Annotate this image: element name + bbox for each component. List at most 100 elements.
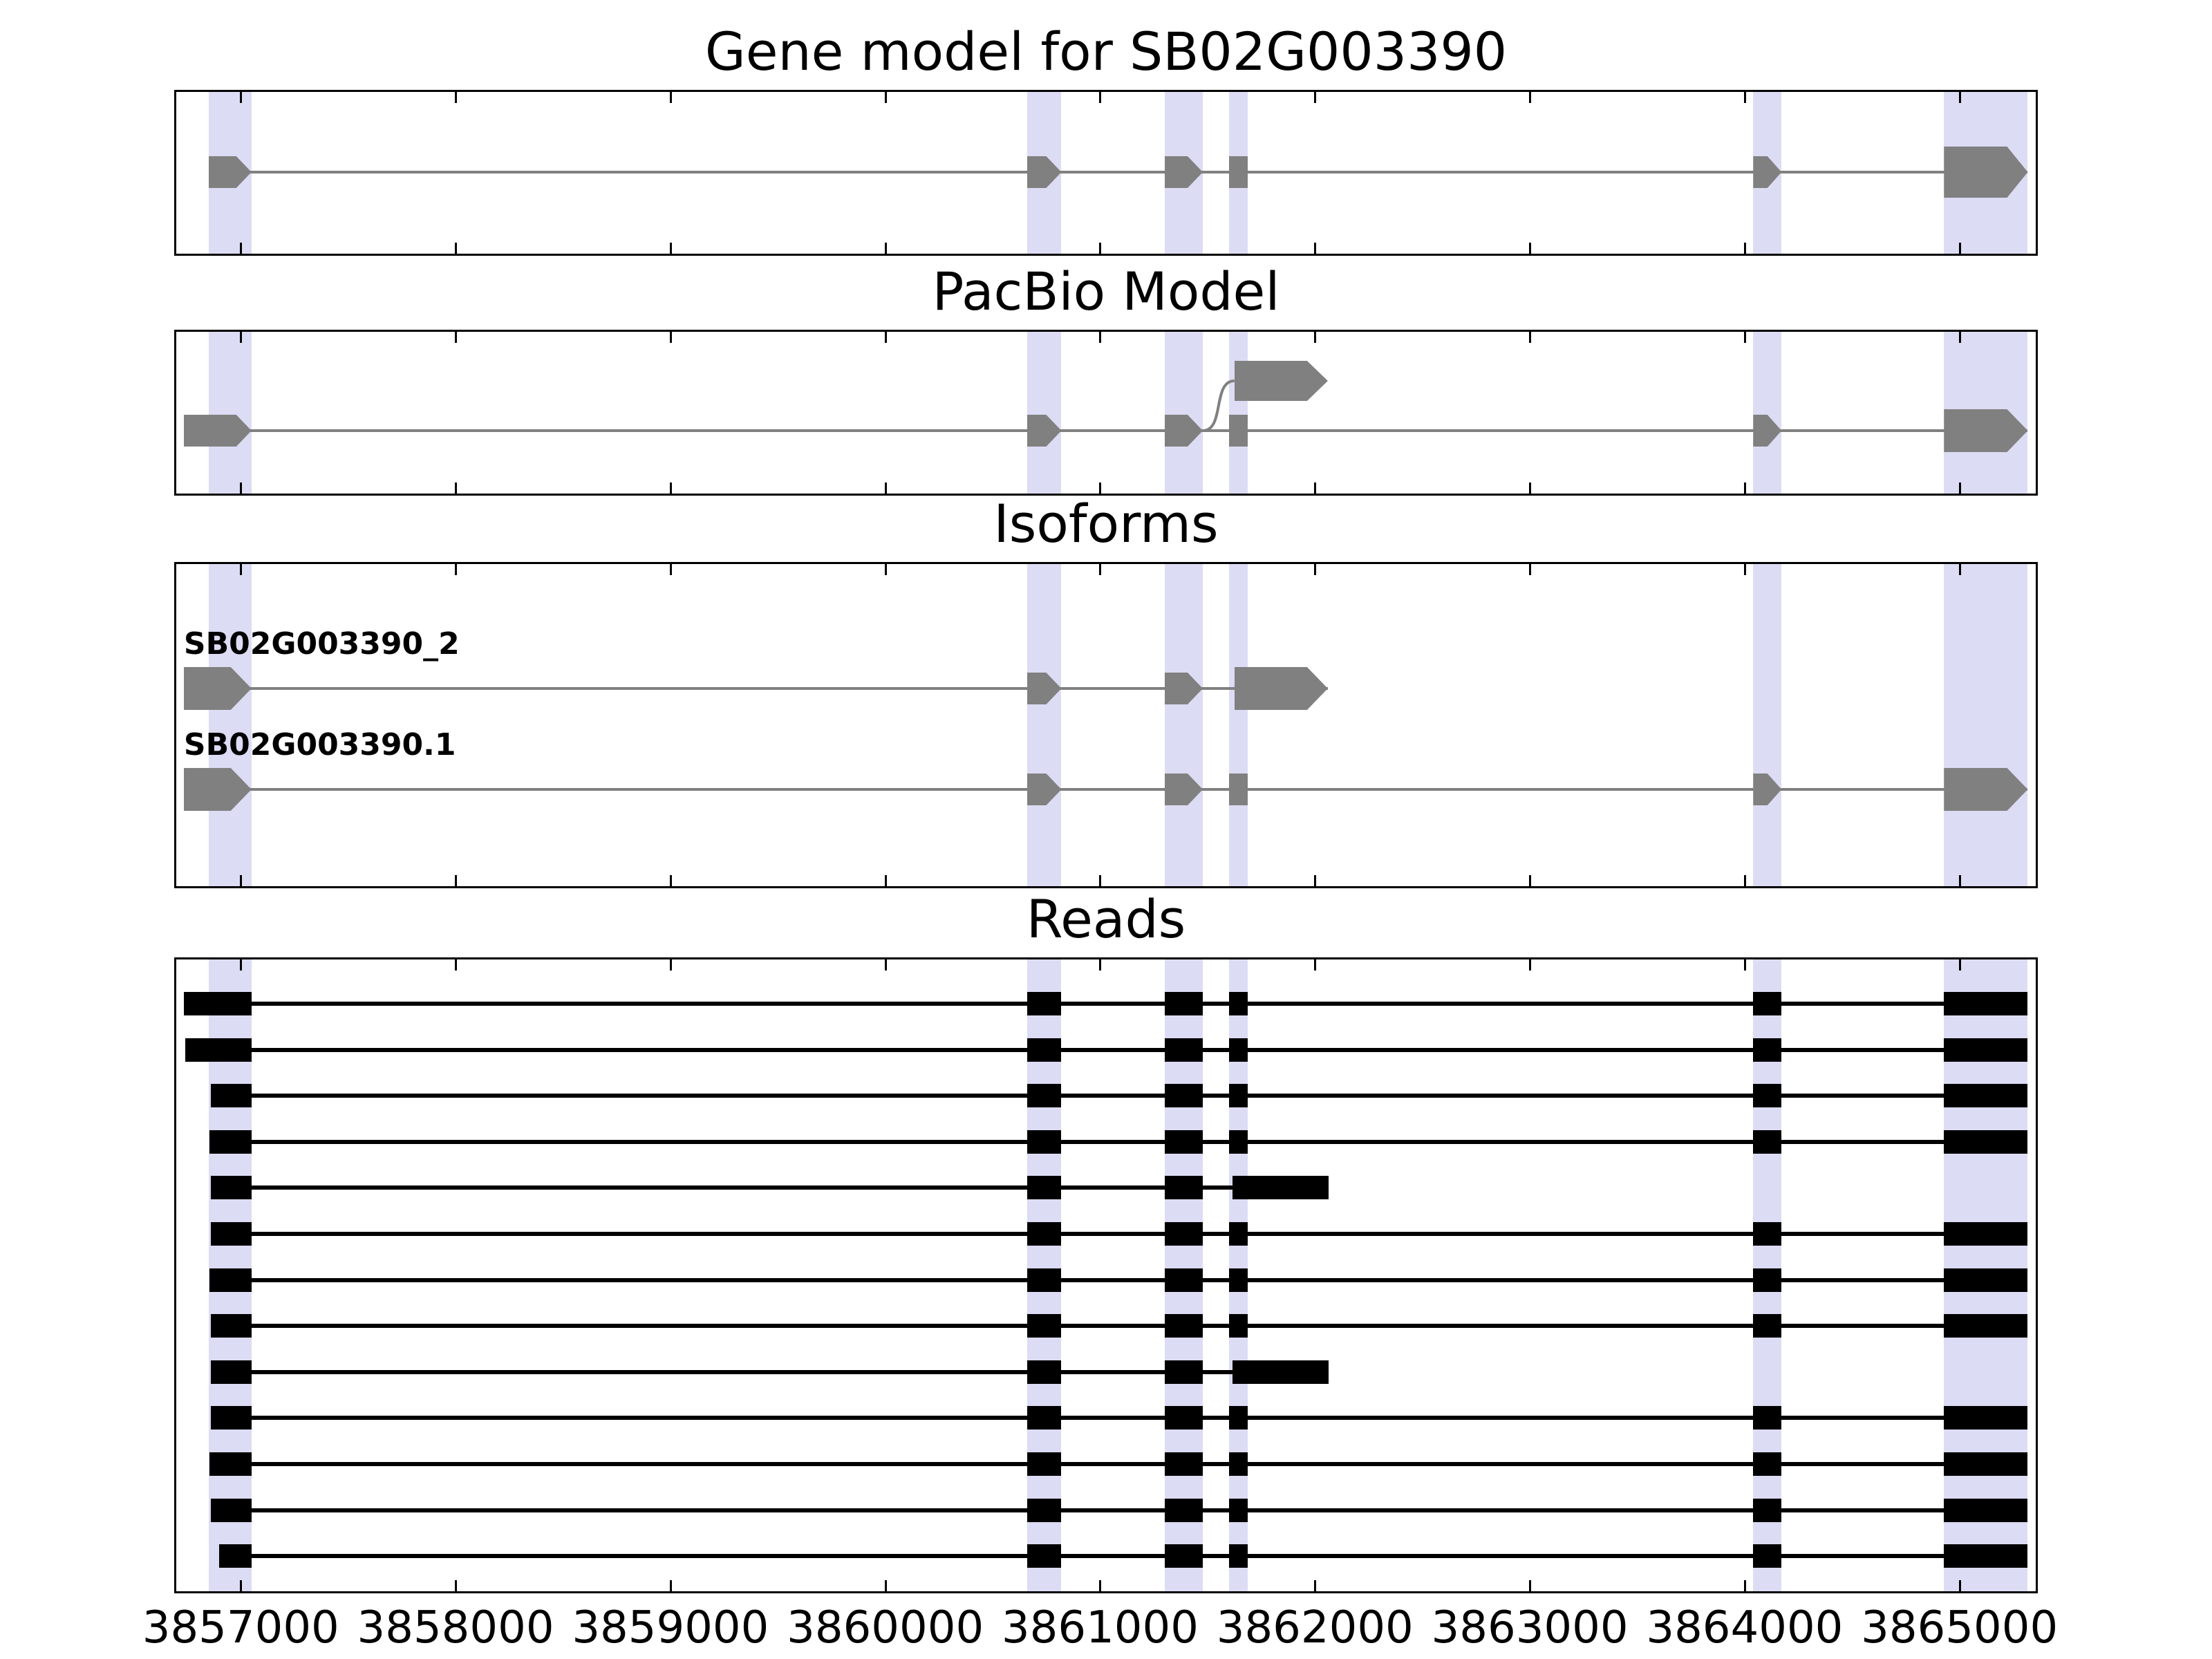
axis-tick <box>1958 482 1961 494</box>
read-exon-block <box>1944 1130 2028 1154</box>
panel-title-gene-model: Gene model for SB02G003390 <box>704 21 1508 82</box>
axis-tick <box>1958 1580 1961 1591</box>
highlight-band <box>208 332 252 494</box>
axis-tick <box>240 92 243 103</box>
read-exon-block <box>1027 1544 1062 1568</box>
read-line <box>211 1369 1329 1374</box>
read-line <box>211 1232 2028 1236</box>
read-exon-block <box>219 1544 252 1568</box>
axis-tick <box>884 92 887 103</box>
axis-tick <box>669 959 672 971</box>
read-exon-block <box>1027 1268 1062 1292</box>
axis-tick <box>669 1580 672 1591</box>
highlight-band <box>1753 332 1782 494</box>
read-exon-block <box>1228 1498 1248 1522</box>
x-tick-label: 3860000 <box>787 1602 984 1653</box>
read-exon-block <box>183 992 252 1015</box>
read-exon-block <box>1232 1176 1329 1200</box>
read-exon-block <box>1753 1038 1782 1062</box>
x-tick-label: 3859000 <box>572 1602 769 1653</box>
axis-tick <box>669 482 672 494</box>
axis-tick <box>1958 243 1961 254</box>
read-exon-block <box>1164 1314 1203 1338</box>
axis-tick <box>1314 875 1317 886</box>
axis-tick <box>669 243 672 254</box>
read-exon-block <box>1228 1268 1248 1292</box>
read-line <box>209 1139 2028 1144</box>
x-tick-label: 3858000 <box>357 1602 554 1653</box>
axis-tick <box>455 1580 458 1591</box>
exon-block <box>1228 156 1248 188</box>
read-exon-block <box>1232 1360 1329 1384</box>
exon-block <box>1234 361 1328 401</box>
read-exon-block <box>1164 1406 1203 1430</box>
axis-tick <box>1743 243 1746 254</box>
read-exon-block <box>1164 1360 1203 1384</box>
read-line <box>211 1324 2028 1329</box>
axis-tick <box>669 92 672 103</box>
axis-tick <box>884 1580 887 1591</box>
isoform-label: SB02G003390_2 <box>183 626 460 662</box>
read-line <box>185 1047 2028 1052</box>
read-exon-block <box>1164 1268 1203 1292</box>
read-exon-block <box>211 1360 252 1384</box>
read-exon-block <box>1944 1498 2028 1522</box>
axis-tick <box>1743 482 1746 494</box>
read-exon-block <box>1027 1314 1062 1338</box>
x-tick-label: 3857000 <box>142 1602 339 1653</box>
reads-track-panel <box>174 957 2038 1593</box>
axis-tick <box>455 564 458 575</box>
read-exon-block <box>1027 1406 1062 1430</box>
read-exon-block <box>1753 1130 1782 1154</box>
highlight-band <box>1753 564 1782 886</box>
read-exon-block <box>1164 992 1203 1015</box>
read-line <box>211 1185 1329 1190</box>
read-exon-block <box>1753 1268 1782 1292</box>
axis-tick <box>1314 332 1317 343</box>
axis-tick <box>1529 959 1532 971</box>
panel-title-isoforms: Isoforms <box>993 493 1219 554</box>
read-exon-block <box>1027 1084 1062 1108</box>
axis-tick <box>1743 959 1746 971</box>
read-exon-block <box>1228 1084 1248 1108</box>
intron-line <box>208 171 2028 174</box>
axis-tick <box>884 875 887 886</box>
read-line <box>209 1277 2028 1282</box>
axis-tick <box>884 332 887 343</box>
read-exon-block <box>1753 1498 1782 1522</box>
axis-tick <box>1314 243 1317 254</box>
read-exon-block <box>211 1406 252 1430</box>
read-exon-block <box>1944 1084 2028 1108</box>
axis-tick <box>1743 564 1746 575</box>
axis-tick <box>884 482 887 494</box>
pacbio-model-track-panel <box>174 330 2038 496</box>
read-exon-block <box>1228 1406 1248 1430</box>
axis-tick <box>669 332 672 343</box>
read-exon-block <box>1944 1038 2028 1062</box>
panel-title-pacbio-model: PacBio Model <box>932 261 1280 322</box>
read-exon-block <box>1164 1452 1203 1476</box>
axis-tick <box>1099 92 1102 103</box>
axis-tick <box>455 92 458 103</box>
read-exon-block <box>1164 1544 1203 1568</box>
axis-tick <box>455 243 458 254</box>
axis-tick <box>1529 875 1532 886</box>
read-exon-block <box>1228 1452 1248 1476</box>
read-exon-block <box>1753 1222 1782 1246</box>
axis-tick <box>1529 482 1532 494</box>
axis-tick <box>1099 332 1102 343</box>
highlight-band <box>1027 564 1062 886</box>
read-exon-block <box>1228 1314 1248 1338</box>
read-exon-block <box>1753 1314 1782 1338</box>
read-line <box>211 1508 2028 1512</box>
axis-tick <box>240 564 243 575</box>
read-exon-block <box>1164 1498 1203 1522</box>
highlight-band <box>1944 564 2028 886</box>
axis-tick <box>240 959 243 971</box>
read-exon-block <box>1027 1498 1062 1522</box>
read-line <box>211 1094 2028 1098</box>
highlight-band <box>1228 332 1248 494</box>
x-tick-label: 3863000 <box>1431 1602 1629 1653</box>
read-exon-block <box>1228 1544 1248 1568</box>
